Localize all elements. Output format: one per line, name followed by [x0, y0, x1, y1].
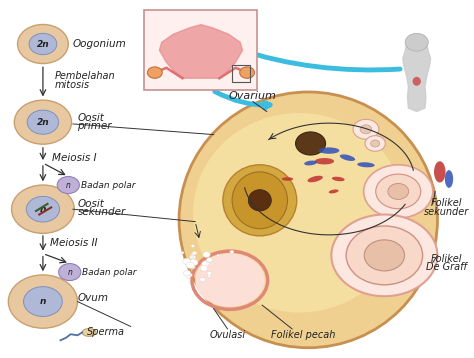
Ellipse shape — [445, 170, 453, 188]
Ellipse shape — [248, 190, 271, 211]
Circle shape — [11, 185, 74, 233]
Circle shape — [18, 24, 68, 64]
Ellipse shape — [232, 172, 288, 229]
Circle shape — [27, 197, 60, 222]
Ellipse shape — [332, 177, 345, 181]
Circle shape — [346, 226, 423, 285]
Circle shape — [191, 253, 195, 255]
Ellipse shape — [412, 77, 421, 86]
Circle shape — [207, 260, 210, 262]
Circle shape — [208, 275, 211, 277]
Circle shape — [189, 259, 198, 266]
Text: Oosit: Oosit — [78, 199, 104, 209]
Circle shape — [191, 256, 193, 258]
Text: n: n — [67, 267, 72, 277]
Ellipse shape — [357, 162, 374, 167]
Circle shape — [186, 262, 194, 268]
Ellipse shape — [328, 189, 338, 193]
Circle shape — [57, 176, 79, 194]
Circle shape — [200, 265, 208, 271]
Circle shape — [59, 263, 81, 281]
Text: Sperma: Sperma — [87, 328, 125, 338]
Text: Oosit: Oosit — [78, 113, 104, 123]
FancyBboxPatch shape — [145, 10, 257, 90]
Text: Ovum: Ovum — [78, 293, 109, 303]
Circle shape — [207, 271, 212, 275]
Ellipse shape — [193, 113, 405, 313]
Text: Ovarium: Ovarium — [229, 91, 277, 101]
Circle shape — [185, 258, 189, 261]
Circle shape — [240, 67, 255, 78]
Circle shape — [190, 259, 197, 264]
Circle shape — [183, 258, 191, 264]
Circle shape — [364, 165, 433, 218]
Circle shape — [29, 33, 57, 55]
Text: mitosis: mitosis — [55, 80, 90, 90]
Circle shape — [183, 270, 191, 276]
Ellipse shape — [434, 161, 446, 183]
Ellipse shape — [315, 158, 334, 164]
Circle shape — [27, 110, 59, 134]
Circle shape — [200, 277, 205, 282]
Text: n: n — [66, 180, 71, 189]
Circle shape — [331, 214, 438, 296]
Circle shape — [24, 287, 62, 316]
Circle shape — [364, 240, 405, 271]
Ellipse shape — [179, 92, 438, 348]
Ellipse shape — [282, 177, 293, 181]
Text: n: n — [40, 297, 46, 306]
Text: n: n — [40, 205, 46, 214]
Circle shape — [9, 275, 78, 328]
Text: 2n: 2n — [36, 118, 49, 127]
Text: Folikel: Folikel — [431, 198, 463, 208]
Text: sekunder: sekunder — [78, 207, 126, 217]
Circle shape — [202, 261, 210, 267]
Circle shape — [186, 275, 191, 278]
Ellipse shape — [304, 161, 317, 165]
Text: Folikel pecah: Folikel pecah — [272, 330, 336, 340]
Circle shape — [186, 273, 192, 277]
Polygon shape — [159, 25, 243, 78]
Circle shape — [190, 255, 196, 260]
Text: Badan polar: Badan polar — [81, 180, 135, 189]
Polygon shape — [403, 40, 430, 111]
Circle shape — [365, 136, 385, 151]
Circle shape — [217, 255, 219, 257]
Text: Folikel: Folikel — [431, 254, 463, 264]
Ellipse shape — [82, 329, 96, 337]
Circle shape — [181, 251, 184, 254]
Text: Badan polar: Badan polar — [82, 267, 137, 277]
Circle shape — [147, 67, 162, 78]
Circle shape — [207, 258, 212, 262]
Text: primer: primer — [78, 121, 112, 131]
Circle shape — [371, 140, 380, 147]
Text: 2n: 2n — [36, 39, 49, 49]
Text: Ovulasi: Ovulasi — [210, 330, 246, 340]
Circle shape — [405, 33, 428, 51]
Text: sekunder: sekunder — [424, 207, 469, 217]
Circle shape — [203, 252, 210, 257]
Ellipse shape — [308, 176, 323, 182]
Circle shape — [388, 183, 409, 199]
Ellipse shape — [223, 165, 297, 236]
Circle shape — [14, 100, 72, 144]
Circle shape — [195, 253, 264, 307]
Circle shape — [360, 125, 372, 134]
Circle shape — [353, 119, 379, 139]
Circle shape — [191, 245, 195, 247]
Circle shape — [191, 266, 195, 268]
Text: Meiosis I: Meiosis I — [52, 153, 97, 163]
Text: De Graff: De Graff — [426, 262, 467, 272]
Ellipse shape — [296, 132, 326, 155]
Circle shape — [230, 250, 234, 253]
Text: Oogonium: Oogonium — [73, 39, 127, 49]
Text: Pembelahan: Pembelahan — [55, 71, 115, 81]
Circle shape — [192, 251, 197, 255]
Ellipse shape — [340, 154, 355, 161]
Circle shape — [376, 174, 421, 209]
Ellipse shape — [319, 147, 339, 154]
Text: Meiosis II: Meiosis II — [50, 238, 97, 248]
